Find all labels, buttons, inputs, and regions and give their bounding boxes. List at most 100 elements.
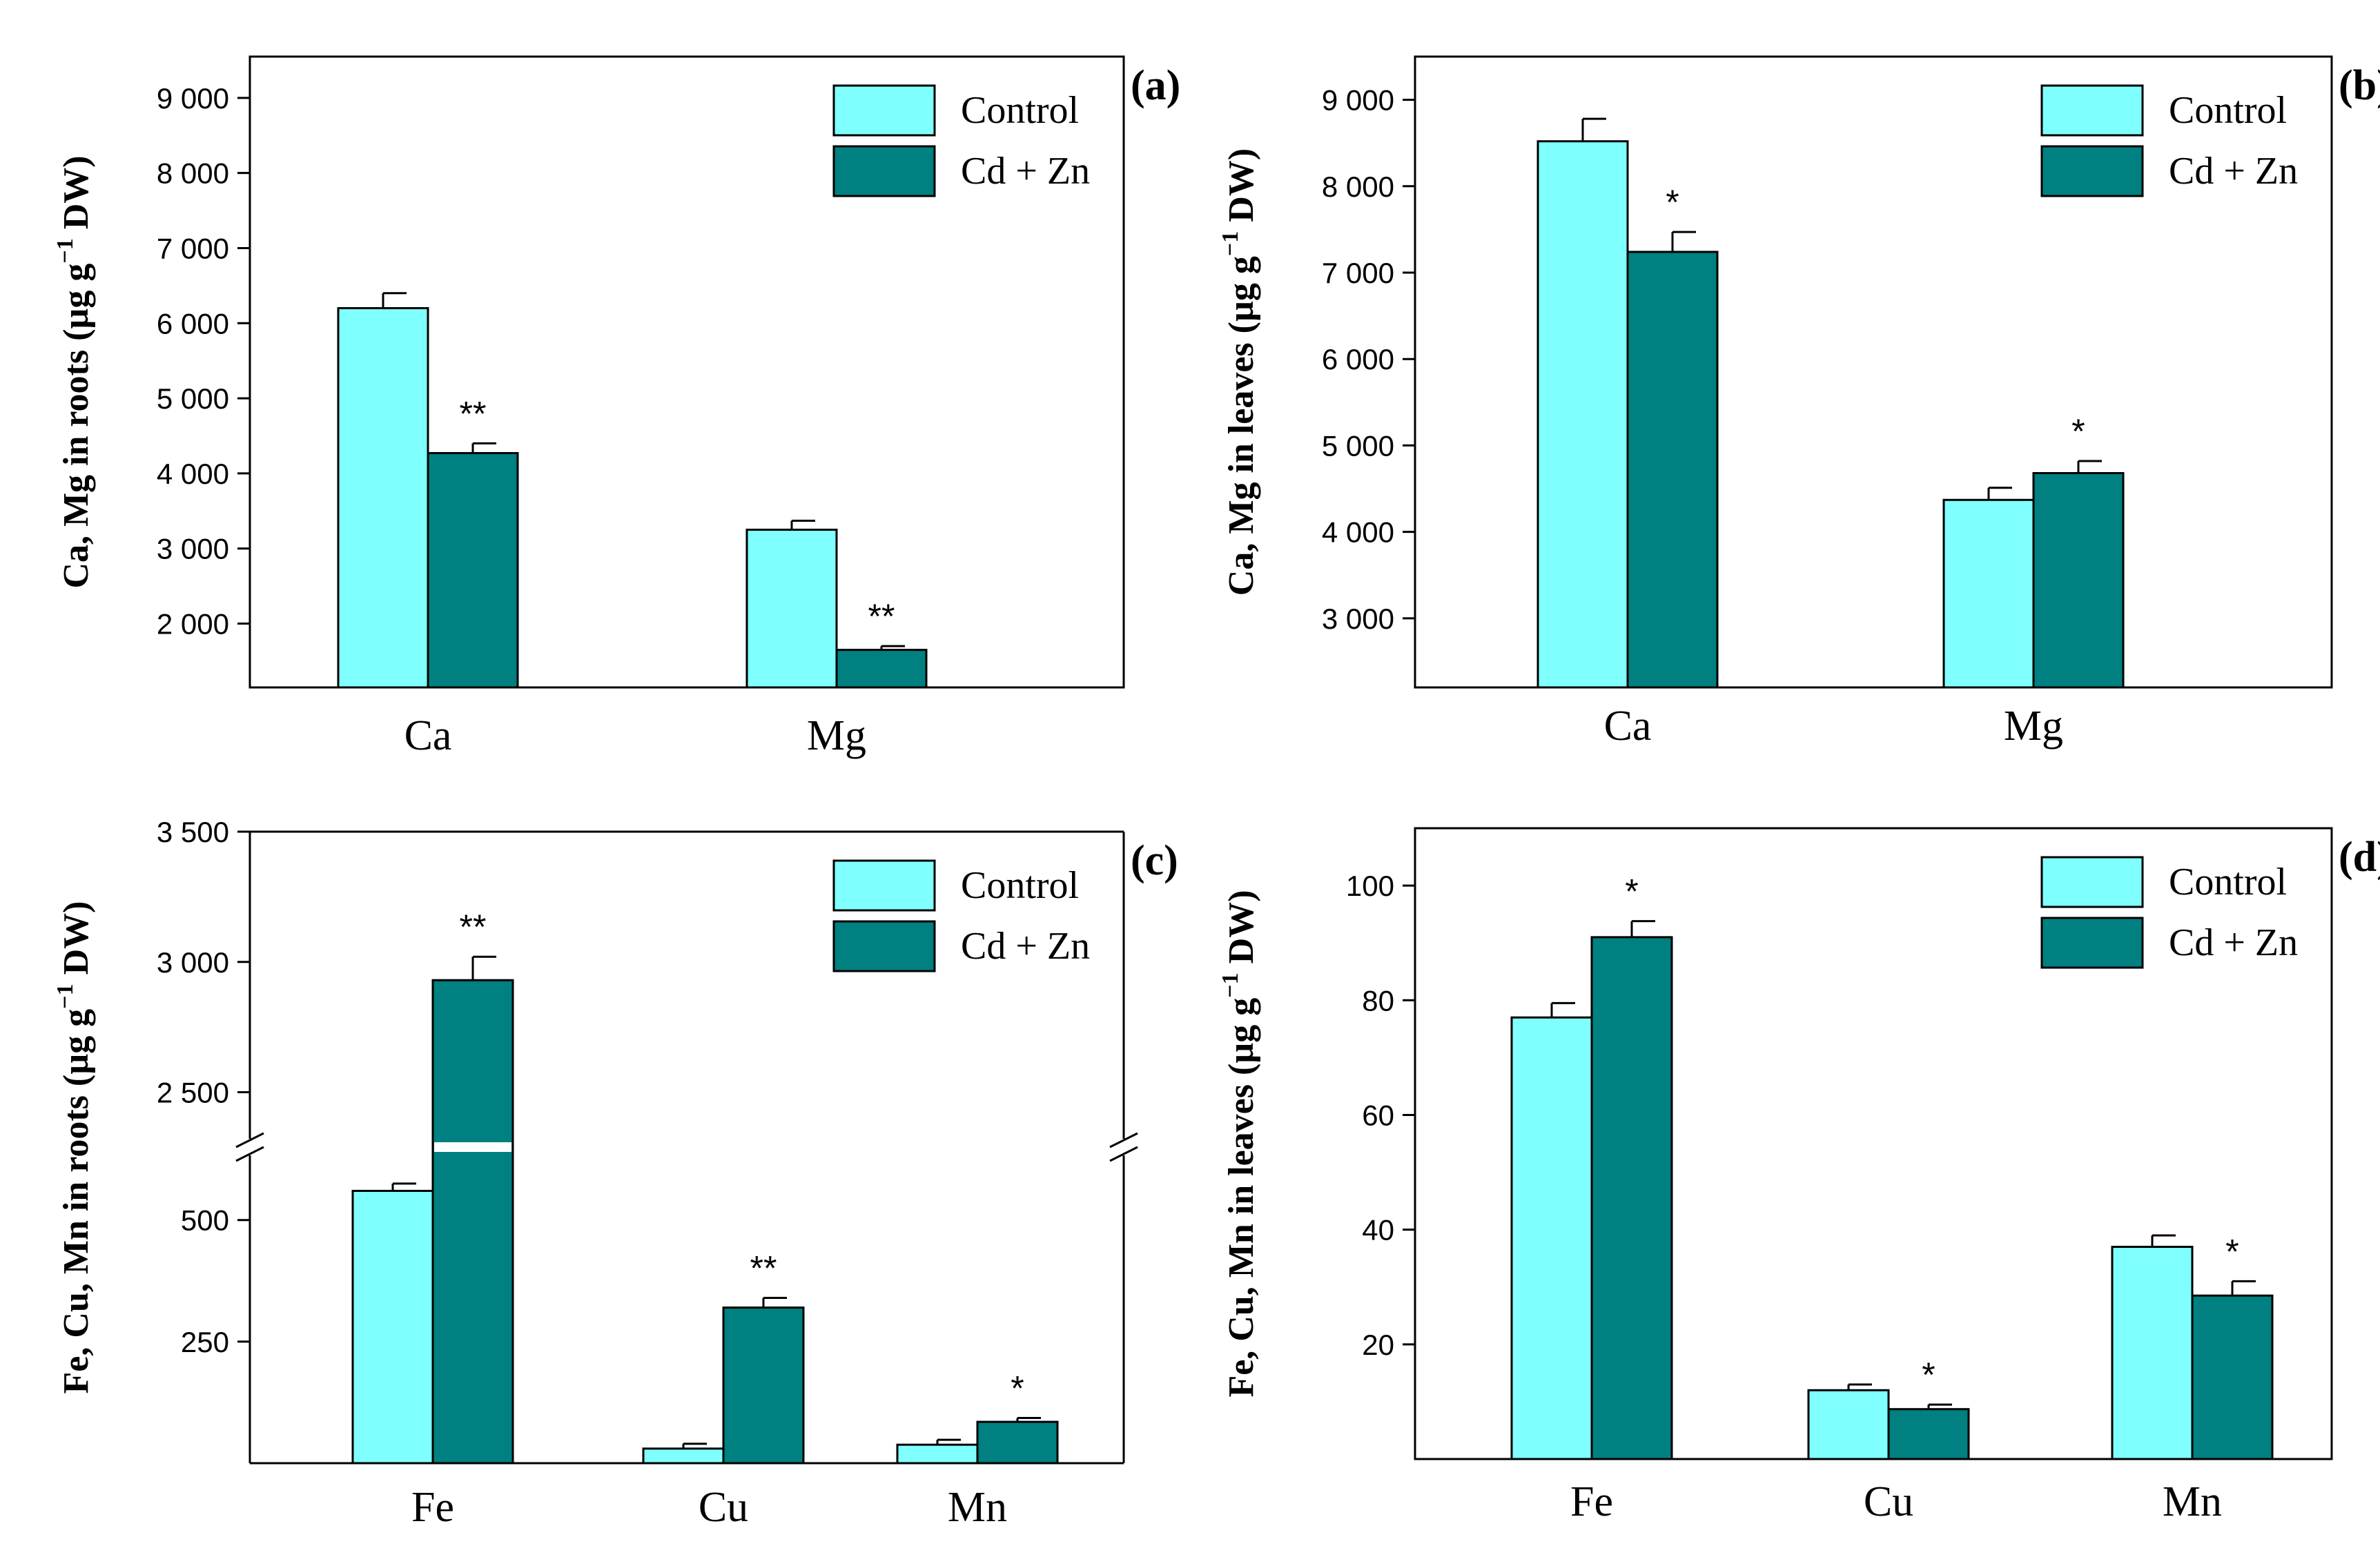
y-tick-label: 4 000 [1322,516,1394,549]
y-axis-label-superscript: −1 [52,238,78,263]
legend-label-control: Control [961,89,1079,132]
y-tick-label: 2 500 [157,1077,229,1109]
y-axis-label: Fe, Cu, Mn in leaves (µg g−1 DW) [1218,890,1261,1397]
bar-ca-cd-zn [427,452,519,689]
plot-frame [1414,827,2333,1460]
legend-swatch-control [2040,856,2144,908]
y-axis-label-unit: DW) [57,901,96,984]
y-axis-label: Fe, Cu, Mn in roots (µg g−1 DW) [52,901,96,1394]
bar-mn-cd-zn [976,1420,1059,1465]
y-tick-label: 80 [1362,984,1394,1017]
y-axis-label-main: Fe, Cu, Mn in roots (µg g [57,1009,96,1394]
y-axis-label-superscript: −1 [52,984,78,1008]
axis-break-mark-left-1 [235,1146,264,1162]
y-tick-label: 100 [1346,870,1394,902]
y-tick-label: 2 000 [157,608,229,640]
bar-mn-control [896,1443,979,1465]
category-label-cu: Cu [699,1484,748,1531]
bar-ca-control [1537,140,1629,689]
y-axis-label-unit: DW) [57,155,96,238]
significance-mn: * [2225,1232,2238,1271]
category-label-ca: Ca [404,712,452,759]
significance-cu: * [1922,1356,1935,1394]
y-tick-label: 5 000 [157,382,229,415]
y-tick-label: 40 [1362,1214,1394,1246]
y-axis-label-main: Fe, Cu, Mn in leaves (µg g [1222,998,1261,1398]
legend-swatch-control [832,84,936,137]
legend-swatch-control [832,859,936,912]
bar-mg-cd-zn [835,649,928,689]
bar-mg-control [1942,498,2035,689]
y-tick-label: 9 000 [157,82,229,115]
y-tick-label: 8 000 [157,157,229,190]
y-axis-label-unit: DW) [1222,148,1261,231]
bar-cu-cd-zn [1887,1408,1970,1460]
panel-c: ** Fe ** Cu * Mn 250 500 2 500 3 000 3 500 Fe, Cu, … [52,816,1178,1531]
panel-a: ** Ca ** Mg 2 000 3 000 4 000 5 000 6 000 7 000 8 … [52,55,1180,759]
category-label-mn: Mn [948,1484,1007,1531]
legend-label-cd-zn: Cd + Zn [961,925,1090,968]
y-tick-label: 3 000 [157,533,229,565]
legend-swatch-cd-zn [2040,145,2144,197]
y-tick-label: 500 [181,1204,229,1237]
y-tick-label: 8 000 [1322,170,1394,203]
y-tick-label: 6 000 [1322,343,1394,375]
y-tick-label: 7 000 [1322,257,1394,289]
y-axis-label-superscript: −1 [1218,972,1243,997]
category-label-cu: Cu [1864,1478,1913,1525]
axis-break-mark-left-0 [235,1132,264,1148]
y-axis-label-unit: DW) [1222,890,1261,972]
bar-mn-control [2111,1246,2194,1460]
bar-mn-cd-zn [2191,1294,2274,1460]
significance-fe: * [1625,872,1638,911]
y-tick-label: 7 000 [157,232,229,264]
significance-mg: * [2071,412,2085,451]
bar-cu-control [1807,1389,1890,1460]
category-label-mn: Mn [2163,1478,2222,1525]
panel-b: * Ca * Mg 3 000 4 000 5 000 6 000 7 000 8 000 9 00… [1218,55,2380,750]
significance-ca: * [1666,183,1679,222]
legend-label-cd-zn: Cd + Zn [2169,921,2298,964]
category-label-fe: Fe [1570,1478,1613,1525]
plot-frame [1414,55,2333,689]
bar-break-gap [434,1142,511,1152]
legend-label-control: Control [961,864,1079,907]
significance-fe: ** [460,908,487,946]
y-tick-label: 60 [1362,1099,1394,1131]
panel-label: (c) [1131,837,1178,884]
axis-break-mark-right-1 [1109,1146,1138,1162]
legend-label-cd-zn: Cd + Zn [2169,150,2298,193]
y-tick-label: 4 000 [157,458,229,490]
plot-frame [248,55,1125,689]
y-axis-label: Ca, Mg in leaves (µg g−1 DW) [1218,148,1261,596]
y-tick-label: 3 000 [157,946,229,979]
legend-label-cd-zn: Cd + Zn [961,150,1090,193]
panel-label: (b) [2339,62,2380,109]
category-label-mg: Mg [2004,703,2063,750]
legend-swatch-cd-zn [832,920,936,972]
y-tick-label: 5 000 [1322,429,1394,462]
bar-fe-cd-zn [1590,936,1673,1460]
bar-ca-cd-zn [1626,251,1719,689]
bar-fe-cd-zn [431,979,514,1465]
y-axis-label-main: Ca, Mg in leaves (µg g [1222,256,1261,596]
significance-mg: ** [868,597,895,636]
bar-cu-control [642,1447,725,1465]
bar-mg-control [745,529,838,689]
y-axis-label-main: Ca, Mg in roots (µg g [57,264,96,589]
bar-fe-control [1510,1016,1593,1460]
panel-label: (a) [1131,62,1180,109]
significance-ca: ** [460,394,487,433]
axis-break-mark-right-0 [1109,1132,1138,1148]
category-label-fe: Fe [411,1484,454,1531]
y-tick-label: 9 000 [1322,84,1394,117]
y-tick-label: 3 000 [1322,603,1394,635]
y-axis-label: Ca, Mg in roots (µg g−1 DW) [52,155,96,588]
y-tick-label: 250 [181,1326,229,1358]
axis-break-gap-left [229,1140,257,1154]
significance-mn: * [1011,1369,1024,1407]
legend-swatch-cd-zn [2040,917,2144,969]
y-tick-label: 3 500 [157,816,229,848]
panel-d: * Fe * Cu * Mn 20 40 60 80 100 Fe, Cu, Mn in leaves… [1218,827,2380,1525]
